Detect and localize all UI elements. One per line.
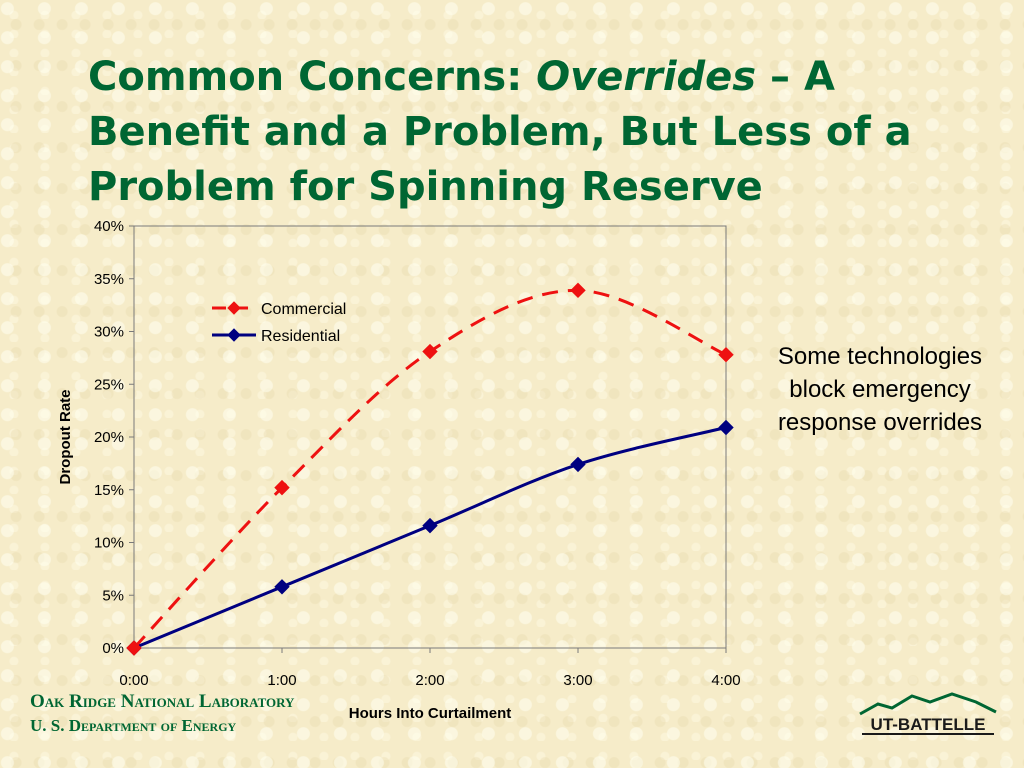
slide-title: Common Concerns: Overrides – A Benefit a… bbox=[88, 50, 988, 215]
y-axis-ticks: 0% 5% 10% 15% 20% 25% 30% 35% 40% bbox=[94, 218, 134, 657]
legend: Commercial Residential bbox=[212, 301, 346, 345]
ut-battelle-logo: UT-BATTELLE bbox=[859, 692, 997, 735]
x-axis-label: Hours Into Curtailment bbox=[349, 705, 512, 722]
residential-series-line bbox=[133, 426, 727, 650]
commercial-data-point bbox=[422, 343, 438, 360]
footer-doe-name: U. S. Department of Energy bbox=[30, 716, 237, 735]
legend-label-commercial: Commercial bbox=[261, 301, 346, 318]
residential-data-point bbox=[422, 517, 438, 534]
logo-text: UT-BATTELLE bbox=[871, 715, 986, 734]
title-part1: Common Concerns: bbox=[88, 54, 537, 100]
x-tick-label: 0:00 bbox=[119, 672, 148, 689]
title-part2: – A Benefit and a Problem, But Less of a… bbox=[88, 54, 912, 210]
legend-marker-residential bbox=[227, 328, 241, 342]
title-italic: Overrides bbox=[536, 54, 757, 100]
x-tick-label: 2:00 bbox=[415, 672, 444, 689]
x-tick-label: 3:00 bbox=[563, 672, 592, 689]
residential-data-point bbox=[274, 579, 290, 595]
y-tick-label: 35% bbox=[94, 271, 124, 288]
residential-data-point bbox=[718, 419, 734, 436]
residential-data-point bbox=[570, 456, 586, 473]
plot-area bbox=[133, 225, 727, 649]
x-tick-label: 1:00 bbox=[267, 672, 296, 689]
y-tick-label: 0% bbox=[102, 640, 124, 657]
footer-lab-name: Oak Ridge National Laboratory bbox=[30, 691, 295, 712]
y-tick-label: 15% bbox=[94, 482, 124, 499]
legend-label-residential: Residential bbox=[261, 328, 340, 345]
commercial-data-point bbox=[126, 640, 142, 656]
series-layer bbox=[126, 282, 734, 656]
x-axis-ticks: 0:00 1:00 2:00 3:00 4:00 bbox=[119, 648, 741, 689]
y-tick-label: 10% bbox=[94, 535, 124, 552]
x-tick-label: 4:00 bbox=[711, 672, 740, 689]
y-tick-label: 40% bbox=[94, 218, 124, 235]
commercial-series-line bbox=[132, 288, 727, 650]
legend-marker-commercial bbox=[227, 301, 241, 315]
commercial-data-point bbox=[718, 347, 734, 363]
footer-lab-block: Oak Ridge National Laboratory U. S. Depa… bbox=[30, 690, 294, 738]
side-note: Some technologies block emergency respon… bbox=[777, 343, 983, 436]
y-tick-label: 30% bbox=[94, 324, 124, 341]
y-tick-label: 5% bbox=[102, 587, 124, 604]
commercial-data-point bbox=[274, 479, 290, 496]
y-tick-label: 25% bbox=[94, 376, 124, 393]
y-tick-label: 20% bbox=[94, 429, 124, 446]
commercial-data-point bbox=[570, 282, 586, 299]
y-axis-label: Dropout Rate bbox=[57, 390, 74, 485]
